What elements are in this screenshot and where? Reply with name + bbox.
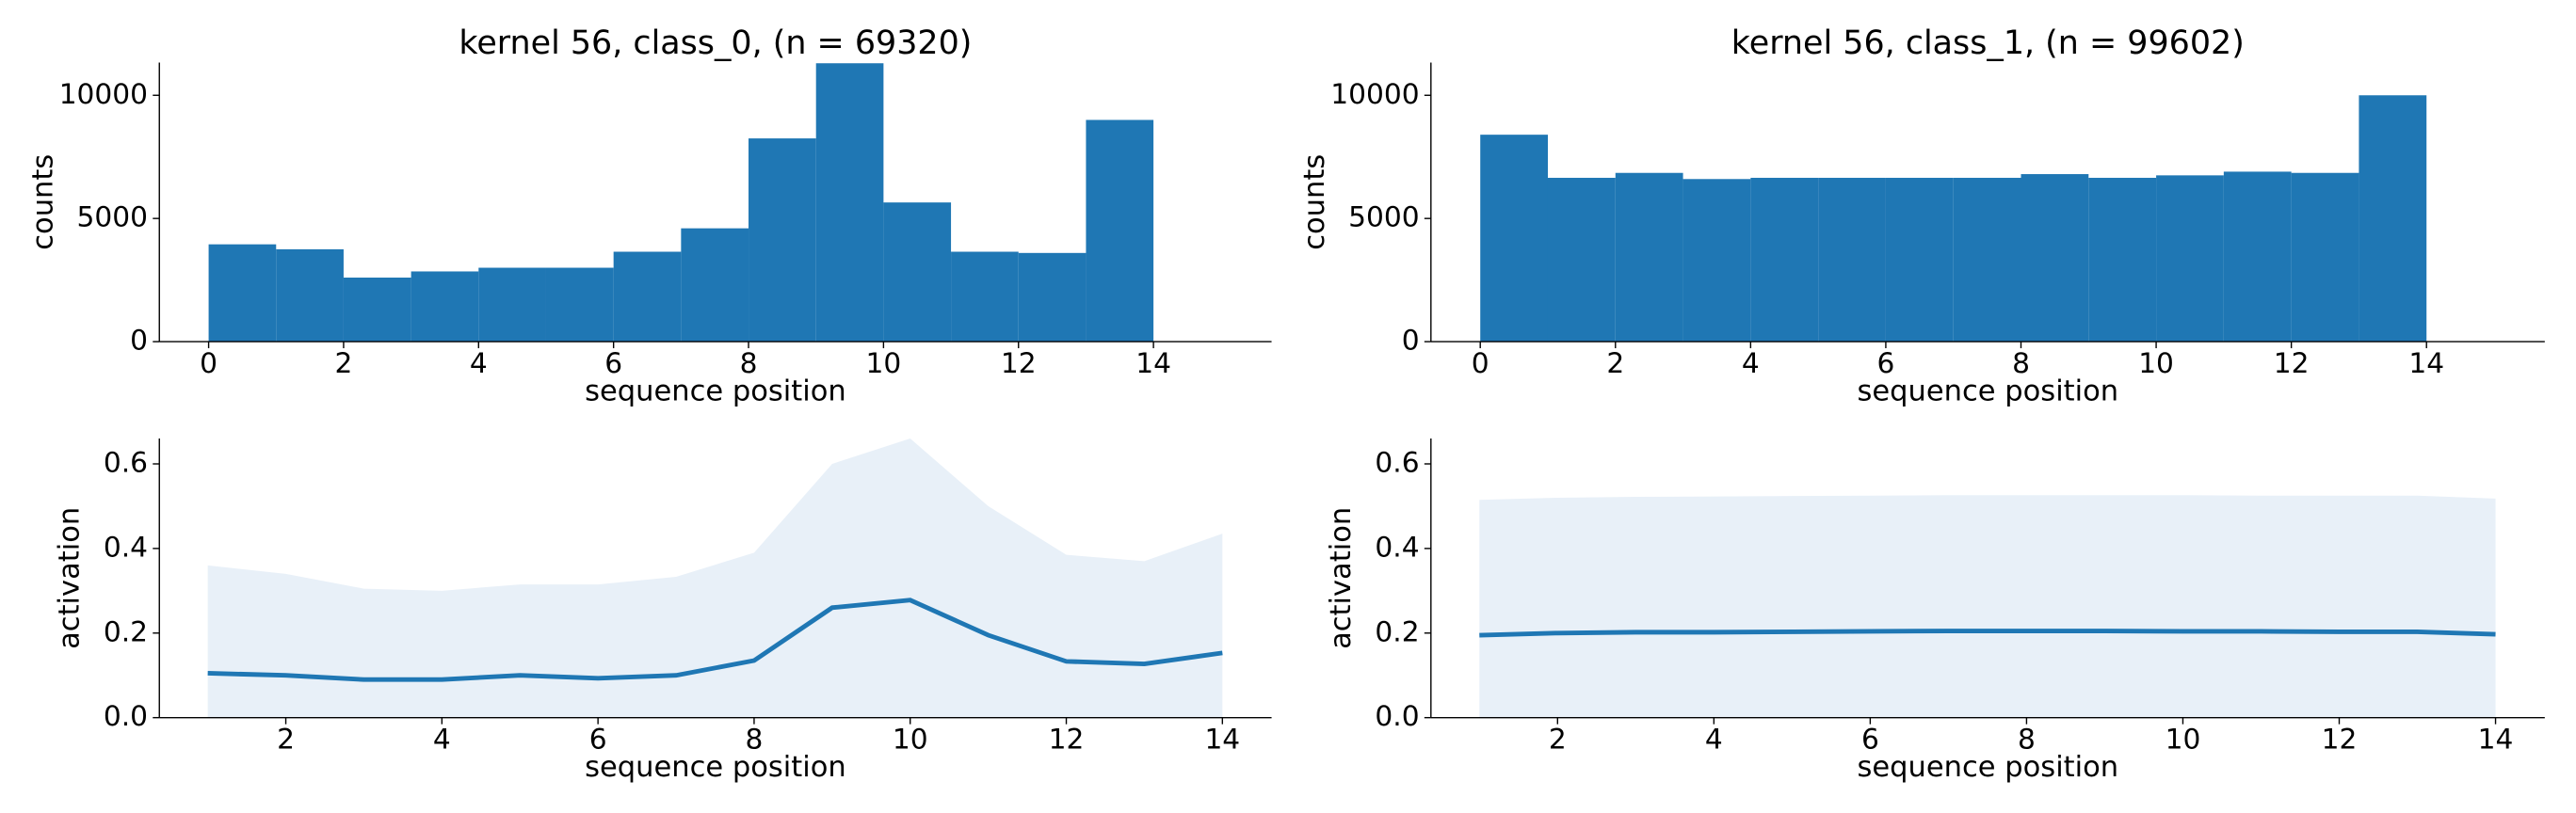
x-tick-label: 4 [470,346,488,379]
bar [1885,177,1954,343]
y-tick-label: 0.6 [104,445,148,478]
y-axis-label: counts [27,154,60,250]
bar [883,202,952,343]
x-tick-label: 8 [746,723,764,756]
x-tick-label: 2 [1549,723,1567,756]
bar [613,251,682,343]
x-tick-label: 14 [1135,346,1171,379]
bar [2223,171,2292,343]
y-axis-label: activation [1325,507,1358,649]
line [1479,629,2496,638]
bar [2088,177,2157,343]
x-tick-label: 2 [277,723,295,756]
bar [1480,135,1548,343]
x-axis-label: sequence position [585,751,846,784]
bar [1547,177,1616,343]
x-axis-label: sequence position [585,375,846,408]
band [207,438,1223,718]
bar [478,267,546,343]
bar [343,278,411,343]
x-axis-label: sequence position [1858,751,2119,784]
bar [2021,174,2089,343]
y-tick-label: 10000 [1330,77,1419,110]
y-axis-label: activation [54,507,87,649]
x-tick-label: 4 [1705,723,1723,756]
bar [681,228,749,343]
x-tick-label: 4 [433,723,451,756]
x-tick-label: 2 [1606,346,1624,379]
x-tick-label: 6 [604,346,622,379]
x-tick-label: 14 [2408,346,2444,379]
bar [2156,175,2224,343]
x-axis-label: sequence position [1858,375,2119,408]
y-tick-label: 5000 [1348,200,1419,233]
chart-title: kernel 56, class_0, (n = 69320) [459,24,972,62]
bar [749,138,816,343]
y-tick-label: 0.4 [104,530,148,563]
bar [208,244,277,343]
x-tick-label: 0 [1472,346,1489,379]
x-tick-label: 12 [2322,723,2358,756]
bar [1086,120,1154,343]
x-tick-label: 6 [1876,346,1894,379]
y-tick-label: 0.6 [1375,445,1419,478]
bar [1818,177,1886,343]
bar [1018,252,1087,343]
x-tick-label: 10 [866,346,902,379]
x-tick-label: 12 [2274,346,2310,379]
bar [1953,177,2021,343]
y-tick-label: 0.2 [1375,614,1419,647]
x-tick-label: 4 [1742,346,1760,379]
bar [1682,179,1751,343]
x-tick-label: 8 [2012,346,2030,379]
line [207,598,1223,682]
bar [2359,95,2427,343]
x-tick-label: 8 [2018,723,2036,756]
bar [815,63,884,343]
bar [276,248,344,343]
y-tick-label: 0 [130,324,148,357]
x-tick-label: 8 [740,346,758,379]
x-tick-label: 10 [893,723,928,756]
x-tick-label: 10 [2165,723,2201,756]
bar [951,251,1019,343]
y-tick-label: 0.2 [104,614,148,647]
y-axis-label: counts [1298,154,1331,250]
band [1479,495,2496,718]
bar [1750,177,1819,343]
y-tick-label: 0.0 [1375,699,1419,732]
y-tick-label: 5000 [77,200,148,233]
x-tick-label: 14 [1204,723,1240,756]
y-tick-label: 0 [1402,324,1420,357]
x-tick-label: 6 [1861,723,1879,756]
x-tick-label: 14 [2478,723,2514,756]
bar [2291,172,2359,343]
y-tick-label: 0.4 [1375,530,1419,563]
bar [1615,172,1683,343]
bar [411,271,479,343]
x-tick-label: 0 [200,346,217,379]
x-tick-label: 10 [2138,346,2174,379]
x-tick-label: 6 [589,723,607,756]
x-tick-label: 2 [335,346,353,379]
chart-title: kernel 56, class_1, (n = 99602) [1731,24,2245,62]
y-tick-label: 10000 [59,77,148,110]
y-tick-label: 0.0 [104,699,148,732]
bar [545,267,614,343]
x-tick-label: 12 [1001,346,1037,379]
x-tick-label: 12 [1049,723,1085,756]
